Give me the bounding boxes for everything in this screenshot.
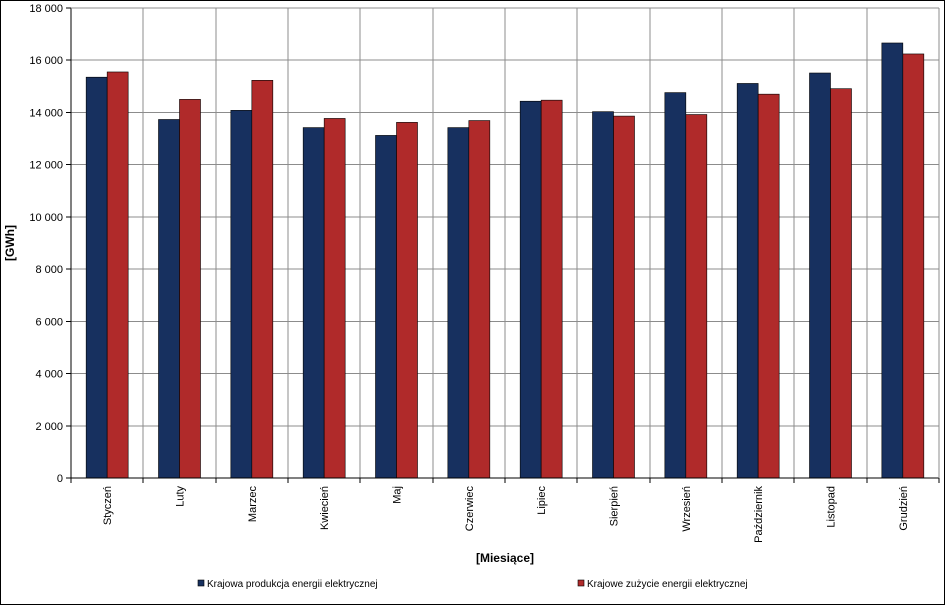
y-tick-label: 0	[57, 473, 63, 485]
bar-consumption	[685, 114, 708, 479]
x-tick-label: Czerwiec	[464, 486, 476, 532]
bar-production	[664, 92, 687, 479]
x-tick-label: Wrzesień	[681, 486, 693, 532]
bar-consumption	[323, 118, 346, 479]
x-tick-label: Kwiecień	[319, 486, 331, 530]
bar-production	[85, 76, 108, 479]
x-tick-label: Sierpień	[609, 486, 621, 526]
x-tick-labels: Styczeń Luty Marzec Kwiecień Maj Czerwiec Lipi…	[102, 486, 910, 543]
gridlines	[71, 7, 940, 478]
bar-consumption	[613, 115, 635, 479]
bar-consumption	[757, 93, 780, 479]
bar-consumption	[540, 99, 563, 479]
y-tick-label: 16 000	[29, 55, 63, 67]
x-tick-label: Luty	[175, 486, 187, 507]
axes	[66, 7, 940, 483]
bar-production	[592, 111, 614, 479]
y-tick-labels: 0 2 000 4 000 6 000 8 000 10 000 12 000 14 000 1…	[29, 3, 63, 485]
x-axis-title: [Miesiące]	[476, 551, 534, 565]
bar-consumption	[179, 99, 201, 479]
y-tick-label: 14 000	[29, 107, 63, 119]
bar-production	[881, 42, 904, 479]
x-tick-label: Styczeń	[102, 486, 114, 525]
bar-production	[447, 127, 470, 479]
bar-production	[736, 83, 759, 479]
bar-consumption	[902, 53, 925, 479]
y-tick-label: 4 000	[35, 369, 63, 381]
y-tick-label: 8 000	[35, 264, 63, 276]
legend-label-production: Krajowa produkcja energii elektrycznej	[207, 579, 378, 590]
bar-production	[519, 100, 542, 479]
bar-production	[375, 135, 397, 479]
bar-consumption	[468, 120, 491, 479]
y-tick-label: 6 000	[35, 316, 63, 328]
bar-consumption	[830, 88, 852, 479]
y-tick-label: 12 000	[29, 160, 63, 172]
y-tick-label: 2 000	[35, 421, 63, 433]
x-tick-label: Lipiec	[536, 486, 548, 515]
x-tick-label: Grudzień	[898, 486, 910, 531]
legend: Krajowa produkcja energii elektrycznej K…	[197, 579, 748, 590]
legend-swatch-consumption	[577, 579, 585, 587]
x-tick-label: Listopad	[826, 486, 838, 528]
bar-consumption	[251, 80, 274, 479]
bar-production	[158, 119, 180, 479]
y-tick-label: 10 000	[29, 212, 63, 224]
bar-consumption	[396, 122, 418, 479]
bar-production	[302, 127, 325, 479]
y-axis-title: [GWh]	[3, 225, 17, 261]
bar-production	[230, 110, 253, 479]
x-tick-label: Październik	[753, 486, 765, 543]
bar-production	[809, 72, 831, 479]
x-tick-label: Maj	[392, 486, 404, 504]
bar-consumption	[106, 71, 129, 479]
bars	[85, 42, 925, 479]
x-tick-label: Marzec	[247, 486, 259, 523]
y-tick-label: 18 000	[29, 3, 63, 15]
legend-label-consumption: Krajowe zużycie energii elektrycznej	[587, 579, 748, 590]
legend-swatch-production	[197, 579, 205, 587]
